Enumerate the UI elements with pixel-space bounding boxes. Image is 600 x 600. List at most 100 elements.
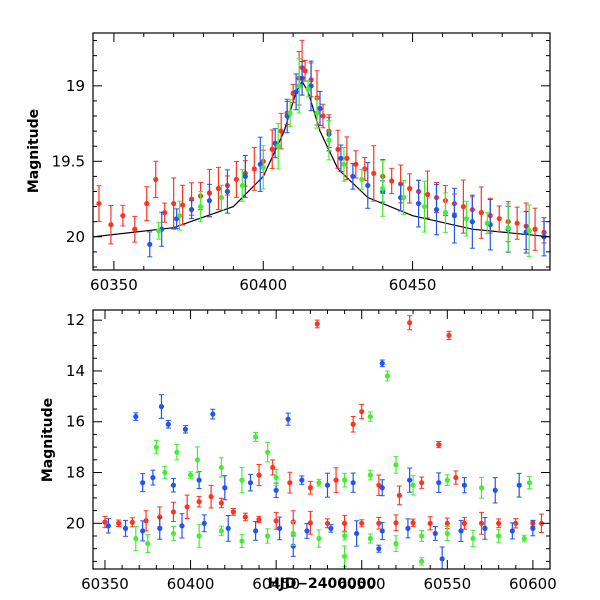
data-point: [353, 161, 359, 167]
data-point: [359, 520, 365, 526]
data-point: [380, 185, 386, 192]
data-point: [469, 219, 475, 225]
data-point: [269, 146, 275, 152]
top-y-axis-title: Magnitude: [26, 109, 42, 193]
data-point: [165, 421, 171, 427]
data-point: [156, 228, 162, 234]
x-tick-label: 60600: [509, 575, 557, 593]
data-point: [433, 207, 440, 213]
data-point: [396, 492, 402, 498]
data-point: [341, 161, 347, 167]
data-point: [187, 472, 194, 478]
x-tick-label: 60400: [167, 575, 215, 593]
data-point: [287, 480, 293, 486]
data-point: [314, 321, 320, 327]
data-point: [239, 477, 245, 483]
data-point: [419, 533, 425, 539]
data-point: [296, 83, 302, 89]
data-point: [158, 403, 165, 410]
data-point: [458, 528, 464, 534]
data-point: [379, 360, 385, 366]
data-point: [484, 220, 490, 226]
data-point: [224, 188, 231, 195]
data-point: [446, 332, 452, 338]
data-point: [516, 482, 522, 488]
data-point: [182, 426, 189, 432]
data-point: [419, 480, 425, 486]
data-point: [132, 226, 138, 232]
data-point: [251, 166, 257, 172]
data-point: [201, 520, 207, 526]
data-point: [482, 525, 488, 531]
bottom-x-axis-title: HJD−2400000: [268, 576, 377, 592]
y-tick-label: 20: [66, 228, 85, 246]
data-point: [407, 477, 413, 483]
data-point: [421, 203, 428, 210]
data-point: [129, 519, 135, 525]
data-point: [230, 509, 236, 515]
data-point: [496, 216, 502, 222]
bottom-panel: 60350 60400 60450 60500 60550 60600 12 14 16 18 20…: [40, 309, 557, 593]
x-tick-label: 60350: [90, 276, 138, 294]
top-ticks: 60350 60400 60450 19 19.5 20: [52, 33, 550, 294]
data-point: [177, 213, 183, 219]
data-point: [344, 155, 350, 161]
data-point: [133, 535, 139, 542]
data-point: [350, 421, 356, 427]
data-point: [333, 477, 339, 483]
data-point: [393, 462, 399, 468]
y-tick-label: 18: [66, 464, 85, 482]
data-point: [290, 543, 296, 549]
data-point: [350, 480, 356, 486]
data-point: [460, 203, 466, 210]
data-point: [170, 509, 177, 515]
data-point: [256, 472, 262, 478]
data-point: [338, 155, 344, 161]
data-point: [324, 482, 331, 488]
data-point: [305, 86, 311, 92]
data-point: [439, 556, 445, 562]
data-point: [196, 477, 202, 483]
data-point: [376, 546, 382, 552]
data-point: [218, 464, 224, 471]
data-point: [384, 373, 390, 379]
data-point: [276, 525, 283, 531]
bottom-y-axis-title: Magnitude: [40, 398, 56, 482]
data-point: [233, 176, 239, 183]
data-point: [239, 182, 245, 189]
data-point: [122, 525, 129, 531]
data-point: [371, 170, 377, 176]
data-point: [184, 504, 190, 510]
data-point: [393, 520, 399, 526]
bottom-plot-frame: [92, 309, 551, 570]
data-point: [436, 480, 442, 486]
data-point: [432, 530, 438, 537]
data-point: [367, 535, 373, 542]
data-point: [353, 530, 360, 537]
x-tick-label: 60350: [81, 575, 129, 593]
data-point: [157, 514, 163, 520]
data-point: [316, 535, 322, 542]
data-point: [273, 474, 279, 481]
data-point: [478, 210, 484, 216]
data-point: [376, 520, 382, 526]
data-point: [526, 480, 533, 486]
data-point: [194, 457, 201, 463]
series-2: [156, 58, 532, 258]
data-point: [270, 464, 276, 471]
data-point: [496, 520, 502, 526]
data-point: [513, 520, 519, 526]
data-point: [405, 525, 411, 531]
data-point: [133, 414, 139, 420]
data-point: [407, 185, 413, 192]
data-point: [342, 520, 348, 526]
data-point: [302, 68, 308, 74]
data-point: [379, 528, 385, 534]
data-point: [307, 485, 313, 491]
data-point: [453, 474, 459, 481]
data-point: [521, 535, 527, 542]
y-tick-label: 19.5: [52, 152, 85, 170]
data-point: [299, 75, 305, 81]
data-point: [367, 472, 373, 478]
data-point: [350, 173, 356, 180]
